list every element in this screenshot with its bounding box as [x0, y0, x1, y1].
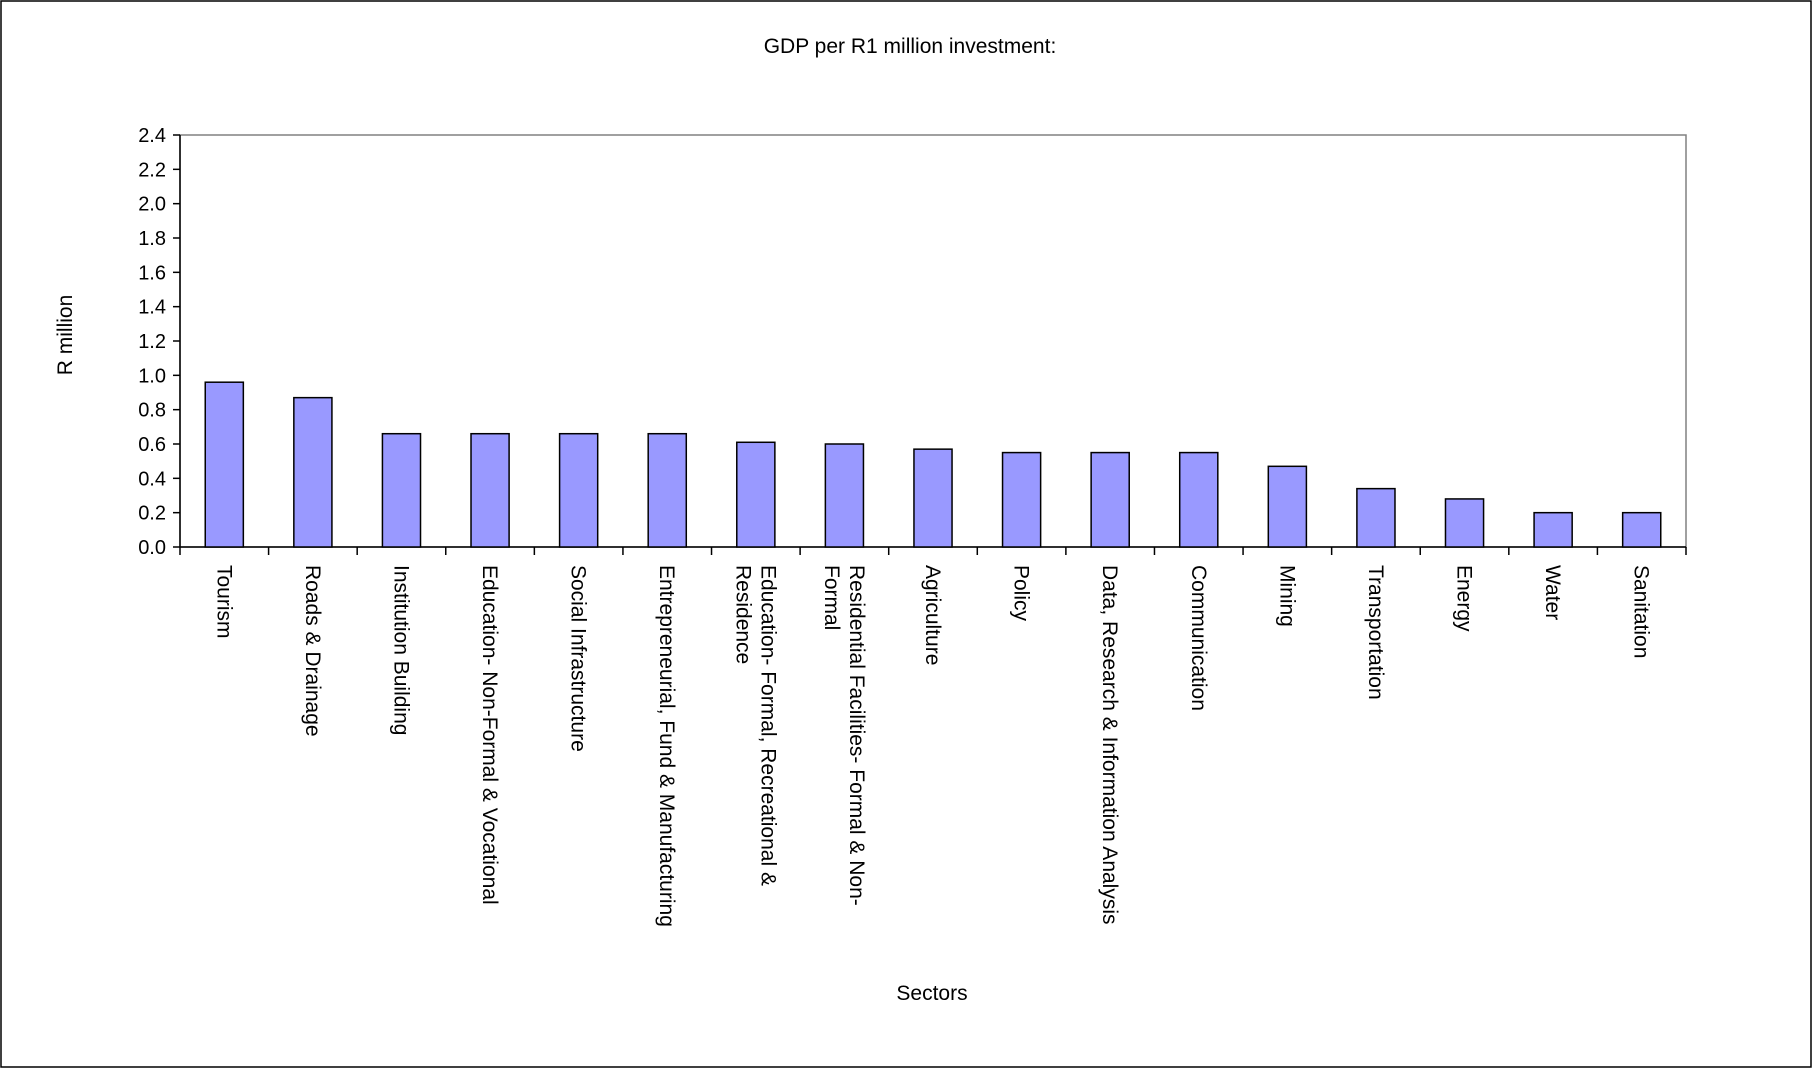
x-tick-label: Policy [1010, 565, 1033, 622]
x-tick-label: Institution Building [389, 565, 412, 735]
x-tick-label: Water [1541, 565, 1564, 620]
x-tick-label: Data, Research & Information Analysis [1098, 565, 1121, 925]
bar [470, 432, 510, 548]
y-tick-label: 1.4 [138, 297, 166, 319]
bar [1444, 498, 1485, 548]
bar [1267, 465, 1308, 548]
bar [293, 396, 333, 548]
bar [381, 432, 422, 548]
bar [558, 432, 599, 548]
y-tick-label: 2.0 [138, 194, 166, 216]
bar [647, 432, 688, 548]
x-tick-label: Residence [731, 565, 754, 664]
y-tick-label: 2.4 [138, 125, 166, 147]
y-tick-label: 1.8 [138, 228, 166, 250]
y-tick-label: 1.2 [138, 331, 166, 353]
x-tick-label: Residential Facilities- Formal & Non- [845, 565, 868, 906]
bar [1533, 511, 1573, 548]
x-tick-label: Agriculture [921, 565, 944, 665]
x-tick-label: Roads & Drainage [301, 565, 324, 737]
y-tick-label: 1.0 [138, 365, 166, 387]
bar [204, 381, 245, 548]
x-tick-label: Education- Non-Formal & Vocational [478, 565, 501, 905]
x-tick-label: Sanitation [1630, 565, 1653, 658]
x-tick-label: Communication [1187, 565, 1210, 711]
x-axis-label: Sectors [896, 982, 967, 1005]
y-tick-label: 0.8 [138, 400, 166, 422]
bars [204, 381, 1662, 548]
y-tick-label: 1.6 [138, 262, 166, 284]
chart-title: GDP per R1 million investment: [764, 35, 1057, 58]
y-tick-label: 0.4 [138, 468, 166, 490]
bar [736, 441, 776, 548]
y-tick-label: 0.6 [138, 434, 166, 456]
bar [1621, 511, 1662, 548]
bar [1356, 487, 1396, 548]
x-tick-label: Tourism [212, 565, 235, 639]
x-tick-label: Social Infrastructure [567, 565, 590, 752]
x-tick-label: Mining [1275, 565, 1298, 627]
x-tick-label: Energy [1453, 565, 1476, 632]
x-tick-label: Formal [820, 565, 843, 630]
y-tick-label: 2.2 [138, 159, 166, 181]
y-axis: 0.0 0.2 0.4 0.6 0.8 1.0 1.2 1.4 1.6 1.8 2.0 2.2 2.4 [138, 125, 181, 559]
x-tick-labels: Tourism Roads & Drainage Institution Build… [212, 565, 1652, 927]
y-axis-label: R million [54, 295, 77, 376]
bar [1001, 451, 1042, 548]
x-tick-label: Education- Formal, Recreational & [756, 565, 779, 886]
bar [1090, 451, 1130, 548]
x-tick-label: Entrepreneurial, Fund & Manufacturing [655, 565, 678, 927]
bar [824, 443, 865, 548]
y-tick-label: 0.2 [138, 503, 166, 525]
y-tick-label: 0.0 [138, 537, 166, 559]
bar [913, 448, 953, 548]
x-tick-label: Transportation [1364, 565, 1387, 700]
bar [1178, 451, 1219, 548]
